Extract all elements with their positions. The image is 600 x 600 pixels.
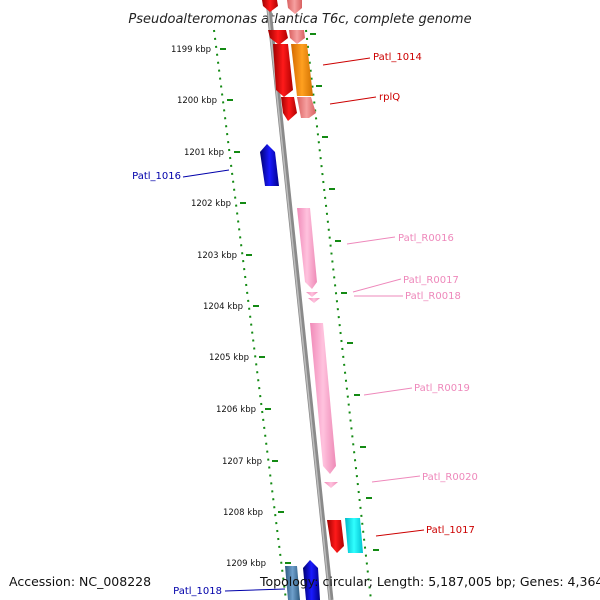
genome-backbone-highlight [266, 0, 331, 600]
scale-label: 1201 kbp [184, 148, 224, 158]
leader-line [346, 236, 396, 245]
accession-text: Accession: NC_008228 [9, 574, 152, 589]
leader-line [182, 169, 230, 178]
gene-arrow-forward [303, 560, 320, 600]
right-scale-ticks [310, 33, 379, 551]
gene-label[interactable]: rplQ [379, 92, 400, 103]
gene-arrow-forward [345, 518, 363, 553]
genome-backbone [265, 0, 334, 600]
rna-feature [306, 292, 318, 297]
gene-features-reverse [260, 0, 300, 600]
rna-feature [324, 482, 338, 488]
leader-line [371, 475, 421, 483]
leader-line [375, 529, 425, 537]
scale-labels: 1199 kbp 1200 kbp 1201 kbp 1202 kbp 1203… [171, 45, 266, 569]
leader-line [363, 387, 413, 396]
scale-label: 1209 kbp [226, 559, 266, 569]
right-scale-line [305, 29, 372, 600]
leader-line [224, 588, 286, 592]
genome-summary-text: Topology: circular; Length: 5,187,005 bp… [260, 574, 600, 589]
gene-arrow-reverse [273, 44, 293, 97]
gene-arrow-reverse [281, 97, 297, 121]
gene-features-forward [287, 0, 363, 600]
gene-arrow-reverse [262, 0, 278, 12]
gene-labels: Patl_1014 rplQ Patl_1016 Patl_R0016 Patl… [132, 52, 478, 597]
scale-label: 1202 kbp [191, 199, 231, 209]
leader-line [352, 278, 402, 293]
gene-label[interactable]: Patl_R0016 [398, 233, 454, 244]
scale-label: 1200 kbp [177, 96, 217, 106]
scale-label: 1206 kbp [216, 405, 256, 415]
gene-label[interactable]: Patl_R0020 [422, 472, 478, 483]
label-leader-lines [182, 57, 425, 592]
gene-label[interactable]: Patl_1018 [173, 586, 222, 597]
rna-feature [297, 208, 317, 289]
genome-title: Pseudoalteromonas atlantica T6c, complet… [128, 12, 471, 27]
gene-label[interactable]: Patl_R0019 [414, 383, 470, 394]
gene-label[interactable]: Patl_1014 [373, 52, 422, 63]
gene-label[interactable]: Patl_R0017 [403, 275, 459, 286]
gene-arrow-forward [291, 44, 313, 96]
left-scale-ticks [220, 48, 291, 564]
gene-arrow-forward [327, 520, 344, 553]
gene-arrow-reverse [285, 566, 300, 600]
gene-arrow-forward [297, 97, 316, 118]
scale-label: 1205 kbp [209, 353, 249, 363]
leader-line [329, 96, 377, 105]
leader-line [322, 57, 371, 66]
scale-label: 1204 kbp [203, 302, 243, 312]
scale-label: 1203 kbp [197, 251, 237, 261]
scale-label: 1207 kbp [222, 457, 262, 467]
rna-feature [310, 323, 336, 474]
gene-arrow-forward [287, 0, 302, 14]
scale-label: 1199 kbp [171, 45, 211, 55]
rna-feature [308, 298, 320, 303]
gene-arrow-forward [289, 30, 305, 44]
gene-arrow-reverse [268, 30, 288, 45]
scale-label: 1208 kbp [223, 508, 263, 518]
gene-arrow-reverse [260, 144, 279, 186]
gene-label[interactable]: Patl_1017 [426, 525, 475, 536]
gene-label[interactable]: Patl_R0018 [405, 291, 461, 302]
gene-label[interactable]: Patl_1016 [132, 171, 181, 182]
